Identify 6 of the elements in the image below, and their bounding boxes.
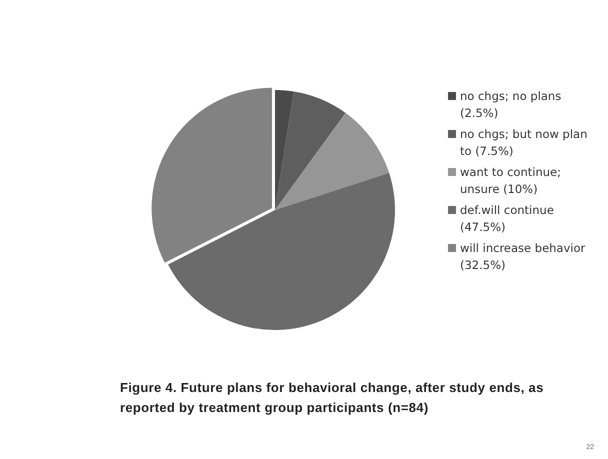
legend-label: no chgs; but now plan to (7.5%) (459, 126, 588, 160)
caption: Figure 4. Future plans for behavioral change, after study ends, as reported by treatment group participants (n=84) (120, 379, 545, 417)
legend-label: no chgs; no plans (2.5%) (459, 88, 562, 122)
legend-label: will increase behavior (32.5%) (459, 240, 586, 274)
legend-label: want to continue; unsure (10%) (459, 164, 562, 198)
legend-label: def.will continue (47.5%) (459, 202, 555, 236)
